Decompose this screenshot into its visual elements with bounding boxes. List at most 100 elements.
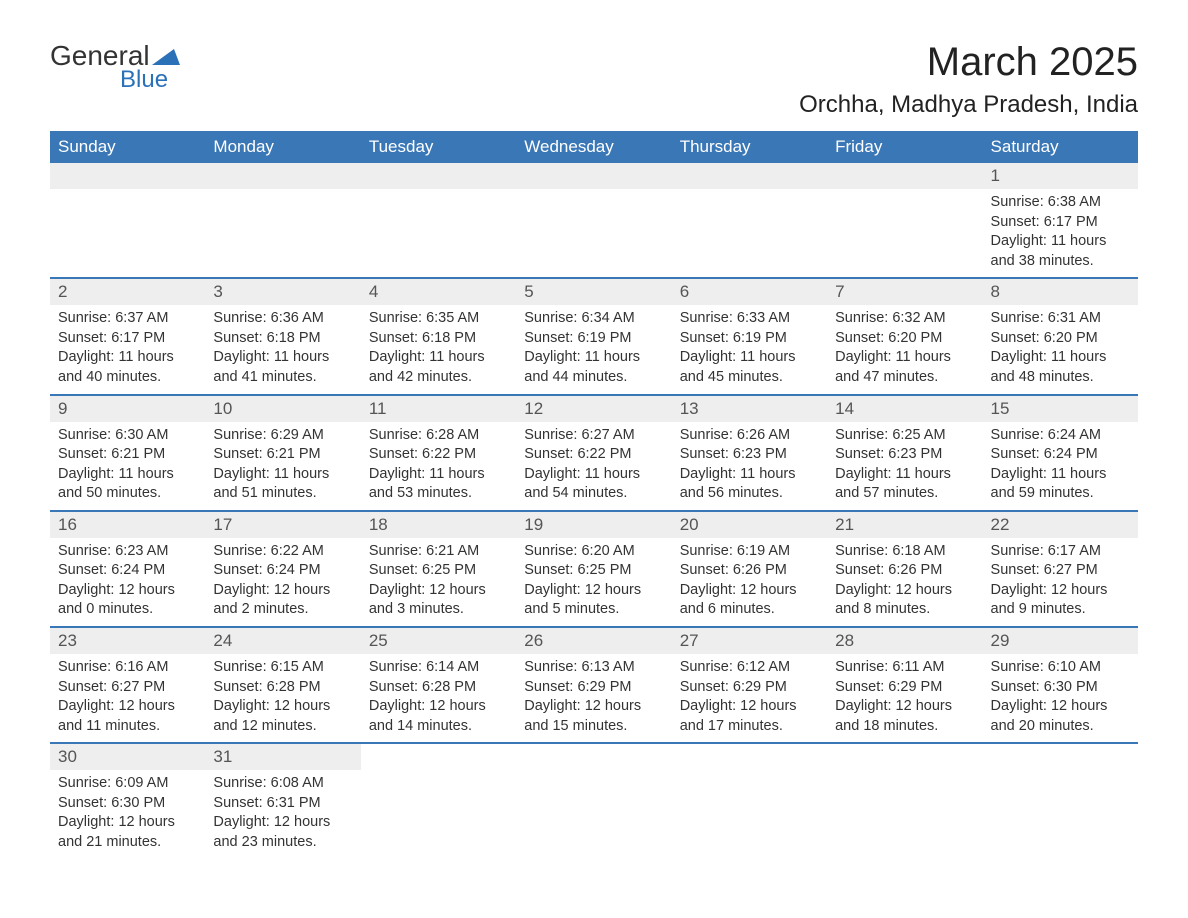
- day-detail-line: Sunrise: 6:26 AM: [680, 426, 819, 446]
- calendar-cell: 24Sunrise: 6:15 AMSunset: 6:28 PMDayligh…: [205, 627, 360, 743]
- day-detail-line: and 6 minutes.: [680, 600, 819, 620]
- day-detail-line: and 23 minutes.: [213, 833, 352, 853]
- day-detail-line: Sunrise: 6:22 AM: [213, 542, 352, 562]
- calendar-cell: 2Sunrise: 6:37 AMSunset: 6:17 PMDaylight…: [50, 278, 205, 394]
- day-detail-line: and 12 minutes.: [213, 717, 352, 737]
- day-detail-line: Sunrise: 6:25 AM: [835, 426, 974, 446]
- day-detail-line: Sunrise: 6:19 AM: [680, 542, 819, 562]
- day-details: Sunrise: 6:37 AMSunset: 6:17 PMDaylight:…: [50, 305, 205, 393]
- calendar-cell: 29Sunrise: 6:10 AMSunset: 6:30 PMDayligh…: [983, 627, 1138, 743]
- day-detail-line: Daylight: 11 hours: [680, 348, 819, 368]
- day-detail-line: Daylight: 12 hours: [991, 697, 1130, 717]
- day-detail-line: and 3 minutes.: [369, 600, 508, 620]
- weekday-header: Thursday: [672, 131, 827, 163]
- calendar-cell: [361, 163, 516, 278]
- calendar-week-row: 1Sunrise: 6:38 AMSunset: 6:17 PMDaylight…: [50, 163, 1138, 278]
- day-detail-line: Sunset: 6:29 PM: [680, 678, 819, 698]
- day-details: Sunrise: 6:38 AMSunset: 6:17 PMDaylight:…: [983, 189, 1138, 277]
- day-details: Sunrise: 6:36 AMSunset: 6:18 PMDaylight:…: [205, 305, 360, 393]
- day-detail-line: and 40 minutes.: [58, 368, 197, 388]
- day-number: 31: [205, 744, 360, 770]
- calendar-cell: 20Sunrise: 6:19 AMSunset: 6:26 PMDayligh…: [672, 511, 827, 627]
- day-detail-line: Sunset: 6:20 PM: [835, 329, 974, 349]
- day-detail-line: Daylight: 12 hours: [213, 581, 352, 601]
- calendar-cell: [516, 163, 671, 278]
- day-detail-line: Daylight: 11 hours: [991, 348, 1130, 368]
- day-detail-line: Sunrise: 6:14 AM: [369, 658, 508, 678]
- calendar-cell: 26Sunrise: 6:13 AMSunset: 6:29 PMDayligh…: [516, 627, 671, 743]
- day-detail-line: Daylight: 11 hours: [524, 348, 663, 368]
- day-detail-line: Daylight: 11 hours: [835, 465, 974, 485]
- day-detail-line: and 21 minutes.: [58, 833, 197, 853]
- day-number: 3: [205, 279, 360, 305]
- day-detail-line: Sunrise: 6:23 AM: [58, 542, 197, 562]
- day-number: 23: [50, 628, 205, 654]
- day-number: 12: [516, 396, 671, 422]
- calendar-cell: 5Sunrise: 6:34 AMSunset: 6:19 PMDaylight…: [516, 278, 671, 394]
- empty-day-header: [516, 163, 671, 189]
- day-detail-line: Daylight: 12 hours: [680, 697, 819, 717]
- day-detail-line: Sunset: 6:19 PM: [524, 329, 663, 349]
- empty-day-header: [361, 163, 516, 189]
- day-detail-line: and 0 minutes.: [58, 600, 197, 620]
- day-number: 30: [50, 744, 205, 770]
- day-detail-line: Sunset: 6:18 PM: [213, 329, 352, 349]
- day-detail-line: and 59 minutes.: [991, 484, 1130, 504]
- calendar-cell: [983, 743, 1138, 858]
- empty-day-header: [827, 163, 982, 189]
- calendar-cell: 17Sunrise: 6:22 AMSunset: 6:24 PMDayligh…: [205, 511, 360, 627]
- day-detail-line: Sunrise: 6:21 AM: [369, 542, 508, 562]
- day-detail-line: Daylight: 11 hours: [213, 465, 352, 485]
- calendar-week-row: 23Sunrise: 6:16 AMSunset: 6:27 PMDayligh…: [50, 627, 1138, 743]
- day-details: Sunrise: 6:31 AMSunset: 6:20 PMDaylight:…: [983, 305, 1138, 393]
- day-detail-line: Sunrise: 6:16 AM: [58, 658, 197, 678]
- calendar-cell: 1Sunrise: 6:38 AMSunset: 6:17 PMDaylight…: [983, 163, 1138, 278]
- day-detail-line: Daylight: 11 hours: [58, 348, 197, 368]
- day-number: 24: [205, 628, 360, 654]
- day-detail-line: Sunset: 6:19 PM: [680, 329, 819, 349]
- calendar-cell: 10Sunrise: 6:29 AMSunset: 6:21 PMDayligh…: [205, 395, 360, 511]
- day-detail-line: and 57 minutes.: [835, 484, 974, 504]
- day-detail-line: Sunrise: 6:13 AM: [524, 658, 663, 678]
- day-detail-line: Sunset: 6:21 PM: [213, 445, 352, 465]
- day-details: Sunrise: 6:34 AMSunset: 6:19 PMDaylight:…: [516, 305, 671, 393]
- day-detail-line: and 20 minutes.: [991, 717, 1130, 737]
- day-detail-line: Sunset: 6:30 PM: [991, 678, 1130, 698]
- calendar-cell: 8Sunrise: 6:31 AMSunset: 6:20 PMDaylight…: [983, 278, 1138, 394]
- day-detail-line: Daylight: 12 hours: [524, 581, 663, 601]
- day-details: Sunrise: 6:19 AMSunset: 6:26 PMDaylight:…: [672, 538, 827, 626]
- day-details: Sunrise: 6:14 AMSunset: 6:28 PMDaylight:…: [361, 654, 516, 742]
- day-details: Sunrise: 6:24 AMSunset: 6:24 PMDaylight:…: [983, 422, 1138, 510]
- day-detail-line: Sunset: 6:28 PM: [213, 678, 352, 698]
- day-details: Sunrise: 6:33 AMSunset: 6:19 PMDaylight:…: [672, 305, 827, 393]
- day-detail-line: and 9 minutes.: [991, 600, 1130, 620]
- day-details: Sunrise: 6:16 AMSunset: 6:27 PMDaylight:…: [50, 654, 205, 742]
- empty-day-header: [50, 163, 205, 189]
- day-detail-line: Daylight: 12 hours: [58, 697, 197, 717]
- day-detail-line: Sunset: 6:25 PM: [369, 561, 508, 581]
- day-number: 4: [361, 279, 516, 305]
- day-number: 26: [516, 628, 671, 654]
- day-detail-line: Daylight: 11 hours: [991, 465, 1130, 485]
- weekday-header: Monday: [205, 131, 360, 163]
- day-details: Sunrise: 6:35 AMSunset: 6:18 PMDaylight:…: [361, 305, 516, 393]
- day-detail-line: Sunset: 6:27 PM: [991, 561, 1130, 581]
- day-details: Sunrise: 6:08 AMSunset: 6:31 PMDaylight:…: [205, 770, 360, 858]
- day-detail-line: Sunset: 6:30 PM: [58, 794, 197, 814]
- day-detail-line: Sunrise: 6:11 AM: [835, 658, 974, 678]
- calendar-cell: [672, 743, 827, 858]
- day-detail-line: Sunset: 6:31 PM: [213, 794, 352, 814]
- day-detail-line: Sunrise: 6:37 AM: [58, 309, 197, 329]
- day-detail-line: Daylight: 12 hours: [991, 581, 1130, 601]
- day-detail-line: Sunset: 6:22 PM: [524, 445, 663, 465]
- day-number: 22: [983, 512, 1138, 538]
- calendar-cell: 9Sunrise: 6:30 AMSunset: 6:21 PMDaylight…: [50, 395, 205, 511]
- weekday-header: Sunday: [50, 131, 205, 163]
- day-detail-line: Sunrise: 6:27 AM: [524, 426, 663, 446]
- day-number: 13: [672, 396, 827, 422]
- day-details: Sunrise: 6:11 AMSunset: 6:29 PMDaylight:…: [827, 654, 982, 742]
- day-detail-line: Sunrise: 6:12 AM: [680, 658, 819, 678]
- calendar-week-row: 16Sunrise: 6:23 AMSunset: 6:24 PMDayligh…: [50, 511, 1138, 627]
- day-number: 15: [983, 396, 1138, 422]
- calendar-cell: [50, 163, 205, 278]
